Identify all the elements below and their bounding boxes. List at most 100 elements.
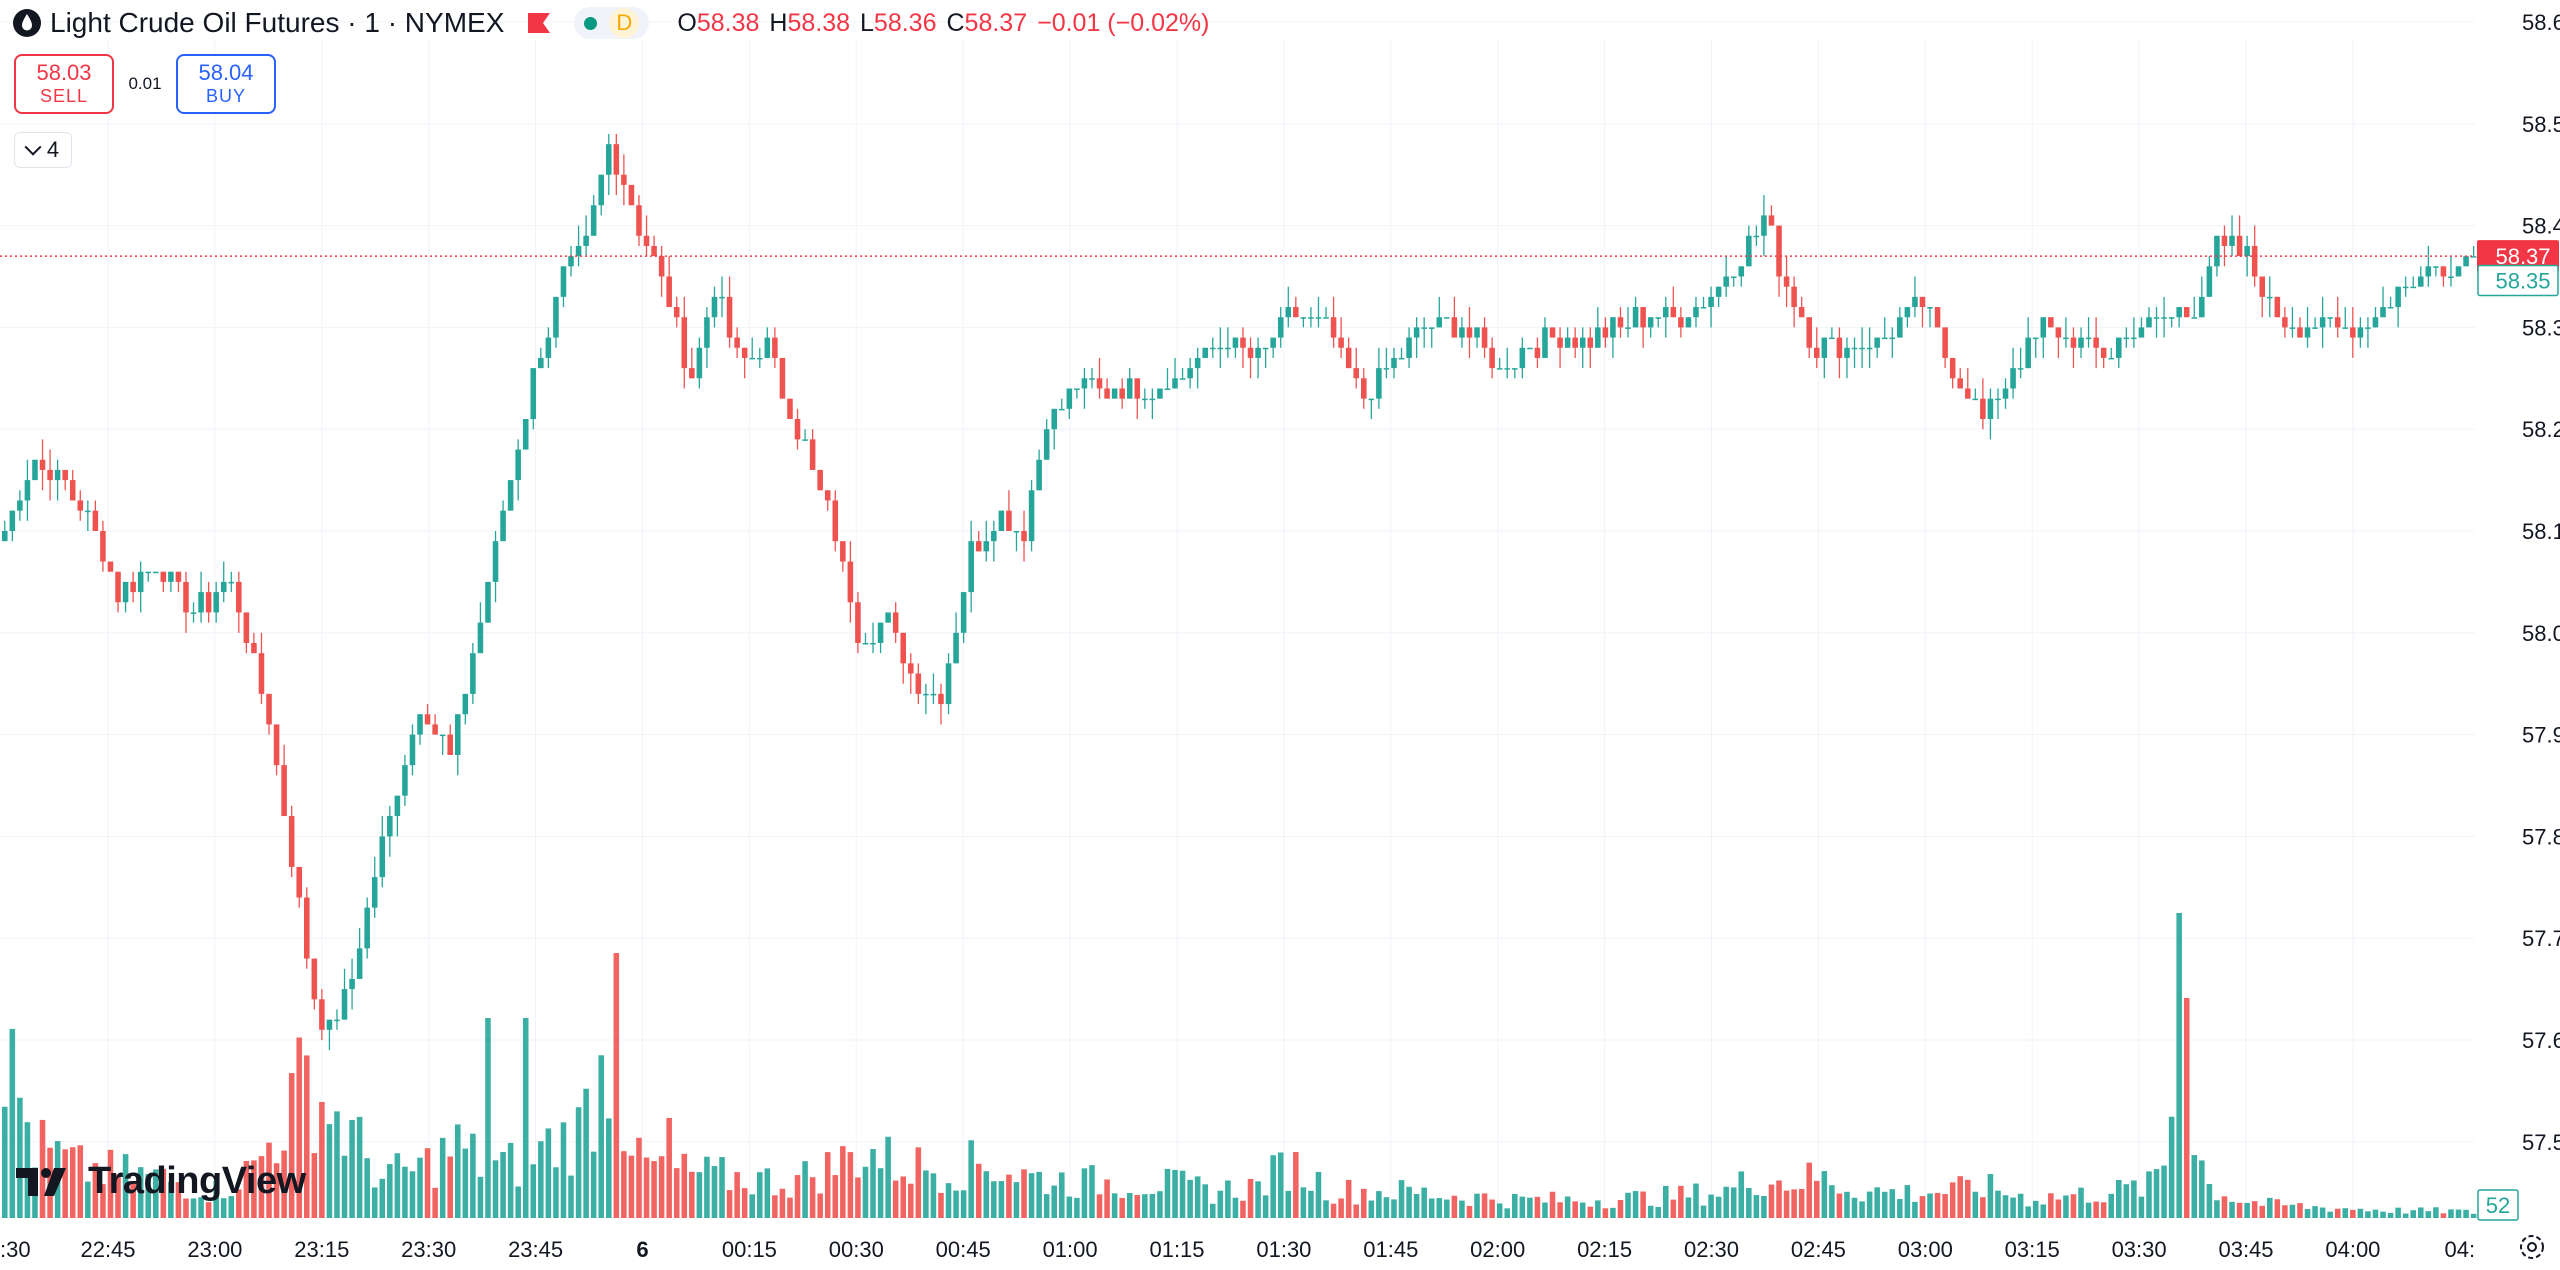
volume-bar	[651, 1161, 657, 1218]
candle-body	[273, 724, 280, 766]
volume-bar	[1194, 1176, 1201, 1218]
candle-body	[1383, 368, 1390, 370]
candle-body	[507, 480, 514, 511]
candle-body	[1089, 378, 1095, 380]
candle-body	[251, 642, 257, 654]
candle-body	[1980, 398, 1986, 420]
candle-body	[2032, 337, 2039, 340]
candle-body	[568, 256, 574, 267]
flag-icon[interactable]	[526, 11, 552, 35]
candle-body	[590, 205, 597, 236]
candle-body	[455, 714, 461, 755]
candle-body	[1277, 317, 1284, 338]
candle-body	[409, 734, 416, 766]
time-tick-label: 00:45	[936, 1237, 991, 1262]
candle-body	[802, 439, 808, 441]
candle-body	[1602, 327, 1609, 338]
candle-body	[1557, 337, 1563, 348]
indicators-toggle-button[interactable]: 4	[14, 132, 72, 168]
volume-bar	[1965, 1179, 1971, 1218]
candle-body	[1534, 347, 1541, 358]
candle-body	[1451, 317, 1458, 338]
settings-gear-icon[interactable]	[2517, 1232, 2547, 1262]
candle-body	[840, 541, 846, 562]
volume-bar	[847, 1152, 854, 1218]
volume-bar	[2236, 1202, 2243, 1218]
volume-bar	[2244, 1202, 2250, 1218]
tradingview-logo[interactable]: TradingView	[16, 1160, 306, 1203]
candle-body	[1202, 347, 1208, 358]
time-axis[interactable]: :30 22:45 23:00 23:15 23:30 23:45 6 00:15 00:30 0…	[0, 1237, 2475, 1262]
candle-body	[1459, 327, 1465, 338]
volume-bar	[1036, 1171, 1042, 1218]
volume-bar	[455, 1124, 461, 1218]
volume-bar	[258, 1156, 265, 1218]
candle-body	[1391, 357, 1397, 369]
volume-bar	[590, 1151, 597, 1218]
volume-bar	[779, 1188, 786, 1218]
volume-bar	[356, 1116, 363, 1218]
candle-body	[575, 245, 582, 257]
volume-bar	[1459, 1200, 1465, 1218]
candle-body	[424, 714, 431, 725]
candle-body	[1293, 307, 1299, 318]
candle-body	[583, 235, 589, 246]
candle-body	[205, 592, 212, 613]
volume-bar	[1489, 1199, 1495, 1218]
volume-bar	[2063, 1195, 2069, 1218]
volume-bar	[643, 1157, 650, 1218]
candle-body	[2244, 245, 2250, 257]
time-tick-label: 02:00	[1470, 1237, 1525, 1262]
candle-body	[2289, 327, 2296, 329]
volume-bar	[1149, 1193, 1156, 1218]
volume-bar	[1942, 1194, 1948, 1218]
volume-bar	[938, 1192, 944, 1218]
volume-bar	[1647, 1205, 1654, 1218]
volume-bar	[266, 1142, 272, 1218]
symbol-title[interactable]: Light Crude Oil Futures · 1 · NYMEX	[50, 7, 505, 38]
volume-bar	[175, 1182, 182, 1218]
time-tick-label: 23:30	[401, 1237, 456, 1262]
volume-bar	[1006, 1174, 1012, 1218]
candle-body	[1225, 347, 1231, 350]
candle-body	[1965, 388, 1971, 399]
volume-bar	[1806, 1162, 1812, 1218]
time-tick-label: 23:15	[294, 1237, 349, 1262]
volume-bar	[153, 1169, 159, 1218]
candle-body	[1527, 347, 1533, 350]
candle-body	[749, 357, 755, 360]
buy-button[interactable]: 58.04 BUY	[176, 54, 276, 114]
candle-body	[2221, 235, 2228, 246]
candle-body	[2410, 286, 2416, 289]
candle-body	[47, 469, 53, 481]
volume-bar	[2070, 1194, 2077, 1218]
last-price-badge	[2477, 240, 2559, 273]
sell-button[interactable]: 58.03 SELL	[14, 54, 114, 114]
candle-body	[1338, 337, 1344, 348]
candle-body	[689, 368, 695, 379]
candle-body	[658, 256, 665, 277]
volume-bar	[908, 1183, 914, 1218]
candle-body	[1270, 337, 1276, 348]
volume-bar	[877, 1168, 884, 1218]
volume-bar	[1534, 1196, 1541, 1218]
price-axis[interactable]: 58.60 58.50 58.40 58.30 58.20 58.10 58.00 57.90…	[2477, 10, 2560, 1221]
volume-bar	[1897, 1199, 1903, 1218]
candle-body	[1746, 235, 1752, 267]
candle-body	[1866, 347, 1873, 350]
market-status-pill[interactable]: D	[574, 7, 650, 39]
candle-body	[1912, 296, 1918, 308]
volume-bar	[1466, 1205, 1473, 1218]
volume-bar	[764, 1168, 771, 1218]
candle-body	[1625, 327, 1631, 329]
volume-bar	[1293, 1151, 1299, 1218]
candle-body	[2425, 266, 2432, 277]
volume-bar	[2350, 1209, 2356, 1218]
price-tick-label: 58.60	[2522, 10, 2560, 35]
volume-bar	[2433, 1207, 2439, 1218]
volume-bar	[1051, 1185, 1057, 1218]
volume-bar	[1315, 1171, 1322, 1218]
volume-bar	[492, 1160, 499, 1218]
volume-bar	[824, 1152, 831, 1218]
